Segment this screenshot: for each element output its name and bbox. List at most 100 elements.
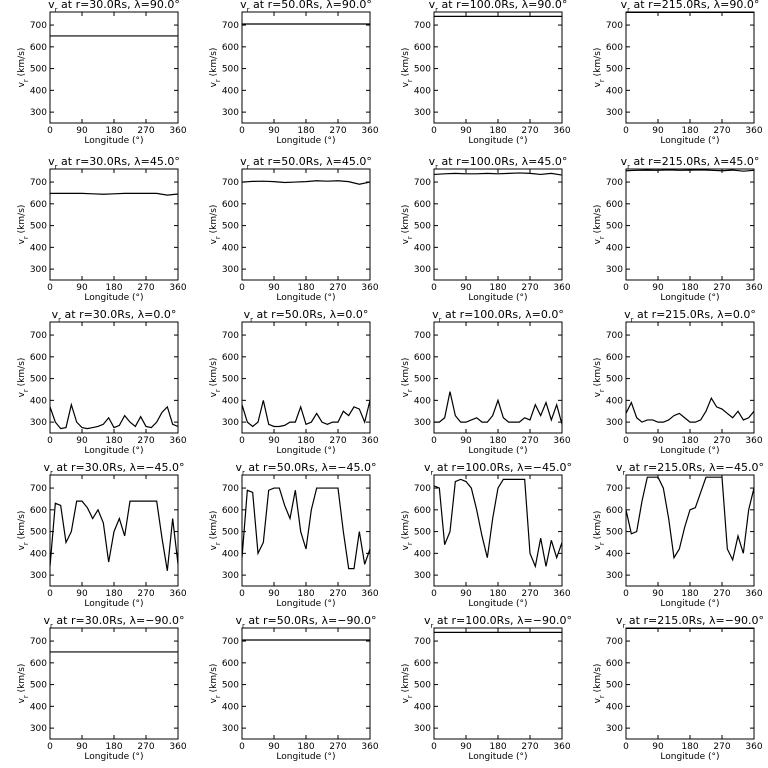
panel-title: vr at r=30.0Rs, λ=90.0° (48, 0, 180, 14)
plot-frame (49, 627, 179, 740)
x-tick-label: 180 (489, 589, 506, 599)
subscript: r (242, 469, 245, 477)
label-text: (km/s) (593, 205, 603, 237)
subscript: r (250, 316, 253, 324)
x-tick-label: 270 (137, 283, 154, 293)
x-tick-label: 0 (239, 283, 245, 293)
panel-title: vr at r=50.0Rs, λ=90.0° (240, 0, 372, 14)
subscript: r (406, 79, 414, 82)
label-text: at r=50.0Rs, λ=0.0° (253, 308, 368, 321)
subscript: r (22, 79, 30, 82)
y-tick-label: 300 (414, 265, 431, 275)
x-tick-label: 270 (329, 436, 346, 446)
y-tick-label: 500 (414, 375, 431, 385)
plot-frame (625, 321, 755, 434)
panel: 0 90 180 270 360 300 400 500 600 700 Longitude (°)… (593, 614, 764, 762)
symbol: v (48, 155, 55, 168)
plot-frame (241, 474, 371, 587)
x-tick-label: 90 (268, 436, 280, 446)
x-axis-label: Longitude (°) (660, 752, 719, 762)
y-tick-label: 500 (30, 375, 47, 385)
y-tick-label: 500 (414, 65, 431, 75)
label-text: at r=100.0Rs, λ=45.0° (438, 155, 567, 168)
plot-frame (433, 11, 563, 124)
plot-frame (241, 627, 371, 740)
y-axis-label: vr (km/s) (17, 48, 30, 88)
y-tick-label: 300 (414, 108, 431, 118)
y-tick-label: 500 (222, 375, 239, 385)
y-tick-label: 300 (606, 571, 623, 581)
plot-frame (241, 168, 371, 281)
data-line (50, 192, 178, 196)
panel-title: vr at r=30.0Rs, λ=−90.0° (44, 614, 185, 630)
symbol: v (424, 461, 431, 474)
x-axis-label: Longitude (°) (468, 136, 527, 146)
plot-frame (49, 11, 179, 124)
x-tick-label: 90 (652, 742, 664, 752)
subscript: r (214, 236, 222, 239)
x-tick-label: 360 (169, 283, 186, 293)
y-tick-label: 300 (606, 418, 623, 428)
y-tick-label: 300 (222, 724, 239, 734)
subscript: r (247, 6, 250, 14)
y-tick-label: 600 (606, 200, 623, 210)
x-tick-label: 0 (47, 436, 53, 446)
plot-frame (625, 11, 755, 124)
y-axis-label: vr (km/s) (401, 205, 414, 245)
symbol: v (593, 697, 603, 703)
panel-title: vr at r=215.0Rs, λ=45.0° (621, 155, 760, 171)
subscript: r (598, 79, 606, 82)
symbol: v (52, 308, 59, 321)
panel: 0 90 180 270 360 300 400 500 600 700 Longitude (°)… (209, 155, 379, 303)
x-tick-label: 180 (489, 283, 506, 293)
x-tick-label: 360 (553, 742, 570, 752)
panel: 0 90 180 270 360 300 400 500 600 700 Longitude (°)… (593, 308, 763, 456)
panel-title: vr at r=30.0Rs, λ=0.0° (52, 308, 177, 324)
label-text: at r=100.0Rs, λ=0.0° (442, 308, 564, 321)
x-tick-label: 90 (268, 283, 280, 293)
y-tick-label: 300 (30, 108, 47, 118)
y-axis-label: vr (km/s) (17, 511, 30, 551)
x-tick-label: 90 (76, 742, 88, 752)
x-tick-label: 270 (329, 742, 346, 752)
subscript: r (431, 469, 434, 477)
x-axis-label: Longitude (°) (660, 599, 719, 609)
x-tick-label: 270 (521, 436, 538, 446)
y-axis-label: vr (km/s) (209, 664, 222, 704)
panel-title: vr at r=50.0Rs, λ=0.0° (244, 308, 369, 324)
subscript: r (22, 236, 30, 239)
x-tick-label: 90 (76, 436, 88, 446)
subscript: r (406, 389, 414, 392)
y-tick-label: 600 (606, 353, 623, 363)
panel-title: vr at r=30.0Rs, λ=−45.0° (44, 461, 185, 477)
y-axis-label: vr (km/s) (401, 358, 414, 398)
plot-area (50, 500, 178, 571)
subscript: r (406, 236, 414, 239)
label-text: at r=30.0Rs, λ=90.0° (58, 0, 180, 11)
x-tick-label: 360 (553, 126, 570, 136)
x-axis-label: Longitude (°) (468, 293, 527, 303)
x-tick-label: 90 (268, 126, 280, 136)
y-tick-label: 300 (606, 108, 623, 118)
x-tick-label: 180 (297, 436, 314, 446)
y-axis-label: vr (km/s) (593, 205, 606, 245)
y-tick-label: 400 (414, 396, 431, 406)
panel-title: vr at r=100.0Rs, λ=90.0° (429, 0, 568, 14)
panel: 0 90 180 270 360 300 400 500 600 700 Longitude (°)… (401, 155, 571, 303)
symbol: v (624, 308, 631, 321)
subscript: r (627, 6, 630, 14)
label-text: (km/s) (17, 48, 27, 80)
x-axis-label: Longitude (°) (276, 446, 335, 456)
x-tick-label: 270 (521, 589, 538, 599)
subscript: r (214, 79, 222, 82)
y-tick-label: 500 (30, 222, 47, 232)
x-tick-label: 180 (105, 742, 122, 752)
y-axis-label: vr (km/s) (401, 664, 414, 704)
y-tick-label: 400 (30, 243, 47, 253)
label-text: (km/s) (209, 664, 219, 696)
x-tick-label: 270 (713, 283, 730, 293)
panel: 0 90 180 270 360 300 400 500 600 700 Longitude (°)… (209, 461, 379, 609)
symbol: v (401, 697, 411, 703)
symbol: v (236, 614, 243, 627)
